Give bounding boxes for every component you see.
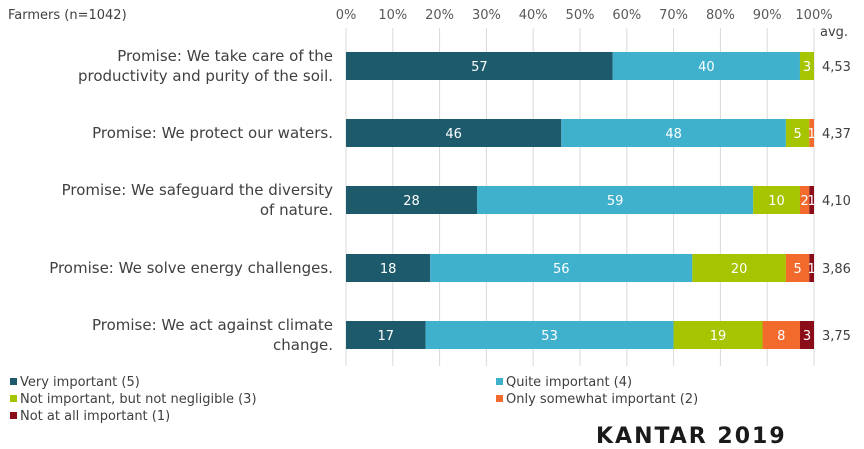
data-label: 28 — [403, 194, 420, 209]
legend-label: Very important (5) — [20, 375, 140, 390]
data-label: 1 — [808, 262, 816, 277]
category-label: Promise: We solve energy challenges. — [49, 259, 333, 277]
x-tick-label: 10% — [378, 8, 407, 23]
kantar-logo: KANTAR 2019 — [596, 424, 787, 449]
bar-segment — [809, 254, 814, 282]
legend-label: Quite important (4) — [506, 375, 632, 390]
data-label: 56 — [553, 262, 570, 277]
average-value: 4,53 — [822, 60, 851, 75]
bar-segment — [673, 321, 763, 349]
x-tick-label: 50% — [566, 8, 595, 23]
bar-segment — [692, 254, 786, 282]
category-label: Promise: We protect our waters. — [92, 124, 333, 142]
data-label: 59 — [607, 194, 624, 209]
stacked-bar-chart: 0% 10% 20% 30% 40% 50% 60% 70% 80% 90% 100% avg. 57 4… — [10, 8, 851, 424]
x-tick-label: 60% — [612, 8, 641, 23]
legend-label: Only somewhat important (2) — [506, 392, 698, 407]
bar-segment — [477, 186, 754, 214]
bar-segment — [785, 254, 810, 282]
category-label: Promise: We act against climate — [92, 316, 333, 334]
data-label: 40 — [698, 60, 715, 75]
data-label: 10 — [768, 194, 785, 209]
data-label: 3 — [803, 329, 811, 344]
bar-segment — [799, 52, 814, 80]
data-label: 8 — [777, 329, 785, 344]
bar-segment — [612, 52, 800, 80]
category-label: change. — [273, 336, 333, 354]
bar-segment — [809, 186, 814, 214]
data-label: 18 — [380, 262, 397, 277]
bar-segment — [346, 186, 478, 214]
x-tick-label: 70% — [659, 8, 688, 23]
data-label: 5 — [793, 127, 801, 142]
legend-label: Not important, but not negligible (3) — [20, 392, 257, 407]
average-value: 3,86 — [822, 262, 851, 277]
x-tick-label: 30% — [472, 8, 501, 23]
data-label: 1 — [808, 127, 816, 142]
legend-swatch — [10, 412, 17, 419]
bar-segment — [799, 186, 810, 214]
legend-label: Not at all important (1) — [20, 409, 170, 424]
x-tick-label: 40% — [519, 8, 548, 23]
data-label: 19 — [710, 329, 727, 344]
bar-segment — [799, 321, 814, 349]
average-value: 4,10 — [822, 194, 851, 209]
bar-segment — [346, 119, 562, 147]
x-tick-label: 100% — [795, 8, 832, 23]
avg-header-label: avg. — [820, 25, 848, 40]
category-label: Promise: We safeguard the diversity — [62, 181, 334, 199]
data-label: 57 — [471, 60, 488, 75]
bar-segment — [346, 321, 426, 349]
sample-size-label: Farmers (n=1042) — [8, 8, 127, 23]
x-tick-label: 90% — [753, 8, 782, 23]
bar-segment — [561, 119, 786, 147]
legend-swatch — [496, 378, 503, 385]
bar-segment — [785, 119, 810, 147]
bar-segment — [753, 186, 800, 214]
data-label: 3 — [803, 60, 811, 75]
data-label: 5 — [793, 262, 801, 277]
bar-segment — [425, 321, 674, 349]
bar-segment — [762, 321, 800, 349]
data-label: 53 — [541, 329, 558, 344]
data-label: 17 — [378, 329, 395, 344]
legend-swatch — [496, 395, 503, 402]
average-value: 3,75 — [822, 329, 851, 344]
bar-segment — [346, 52, 613, 80]
category-label: productivity and purity of the soil. — [78, 67, 333, 85]
data-label: 48 — [665, 127, 682, 142]
average-value: 4,37 — [822, 127, 851, 142]
x-tick-label: 20% — [425, 8, 454, 23]
category-label: Promise: We take care of the — [117, 47, 333, 65]
bar-segment — [809, 119, 814, 147]
legend-swatch — [10, 395, 17, 402]
bar-segment — [346, 254, 431, 282]
x-tick-label: 0% — [336, 8, 357, 23]
data-label: 1 — [808, 194, 816, 209]
bar-segment — [430, 254, 693, 282]
legend-swatch — [10, 378, 17, 385]
data-label: 46 — [445, 127, 462, 142]
data-label: 20 — [731, 262, 748, 277]
category-label: of nature. — [260, 201, 333, 219]
data-label: 2 — [800, 194, 808, 209]
x-tick-label: 80% — [706, 8, 735, 23]
